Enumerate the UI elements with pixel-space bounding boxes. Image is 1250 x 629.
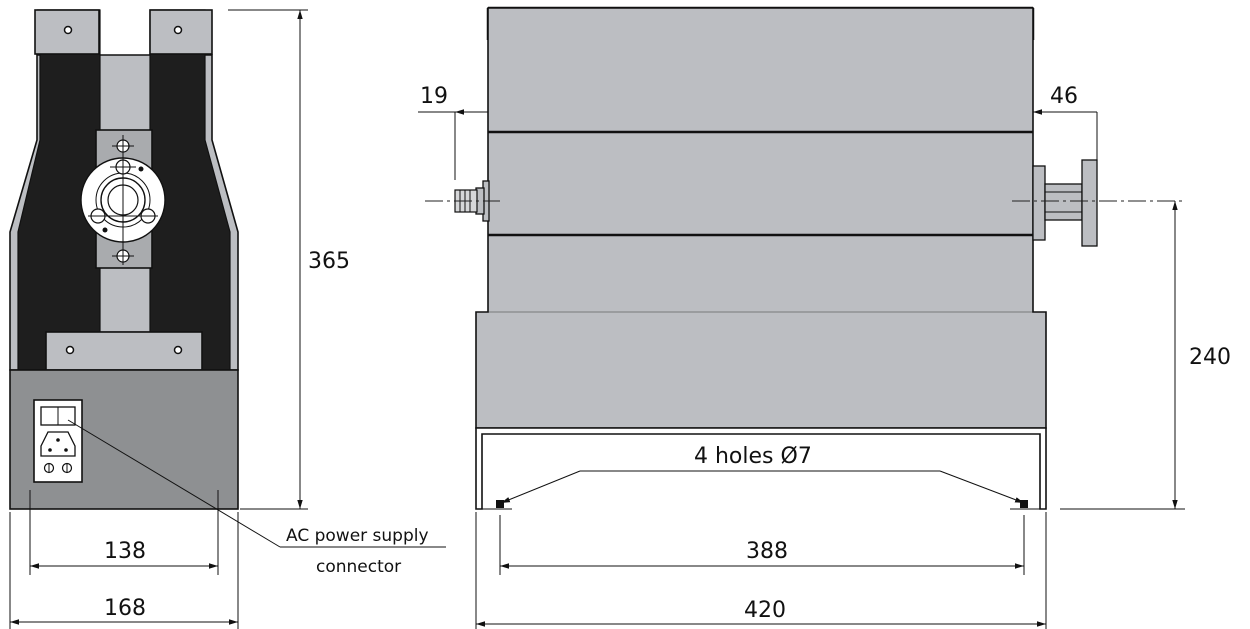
dim-right-offset: 46 bbox=[1050, 84, 1078, 109]
right-flange bbox=[1032, 159, 1098, 247]
screw-icon bbox=[173, 345, 183, 355]
screw-icon bbox=[173, 25, 183, 35]
side-housing bbox=[475, 7, 1047, 429]
callout-ac-power-line1: AC power supply bbox=[286, 526, 429, 546]
mounting-hole-icon bbox=[496, 500, 504, 508]
side-view: 4 holes Ø7 19 46 240 388 420 bbox=[418, 6, 1231, 629]
screw-icon bbox=[65, 345, 75, 355]
front-view: 365 138 168 AC power supply connector bbox=[9, 9, 446, 629]
callout-ac-power-line2: connector bbox=[316, 557, 401, 577]
dim-front-height: 365 bbox=[308, 249, 350, 274]
dim-total-width: 420 bbox=[744, 598, 786, 623]
dim-left-offset: 19 bbox=[420, 84, 448, 109]
power-socket-icon[interactable] bbox=[40, 431, 76, 457]
top-right-plate bbox=[149, 9, 213, 55]
dim-front-outer-width: 168 bbox=[104, 596, 146, 621]
dim-side-height: 240 bbox=[1189, 345, 1231, 370]
mounting-hole-icon bbox=[1020, 500, 1028, 508]
dim-hole-spacing: 388 bbox=[746, 539, 788, 564]
dim-front-inner-width: 138 bbox=[104, 539, 146, 564]
fuse-holder-icon bbox=[43, 462, 73, 474]
holes-label: 4 holes Ø7 bbox=[694, 444, 812, 469]
screw-icon bbox=[63, 25, 73, 35]
